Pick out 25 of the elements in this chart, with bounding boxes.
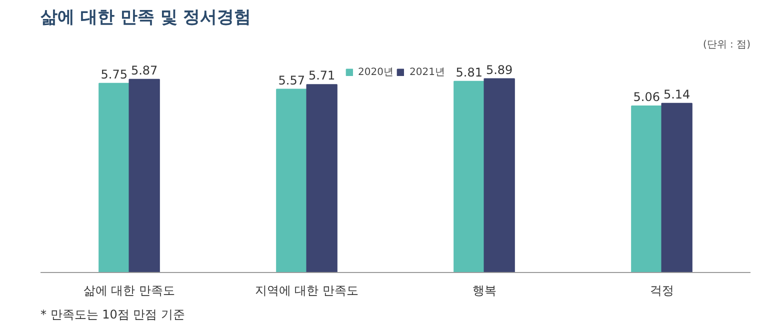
bar [631,106,662,272]
data-label: 5.75 [100,67,128,82]
data-label: 5.14 [663,87,690,102]
bar [276,88,308,272]
data-label: 5.06 [633,90,660,104]
bar [661,102,692,272]
x-tick-label: 삶에 대한 만족도 [83,284,176,298]
data-label: 5.81 [456,65,483,80]
bar [98,82,130,272]
legend-label: 2020년 [358,66,394,79]
legend-label: 2021년 [410,66,445,79]
bar [128,78,160,272]
x-tick-label: 행복 [472,284,496,298]
bar [306,84,338,272]
bar [454,80,485,272]
text: (단위 : 점) [702,40,751,50]
data-label: 5.87 [130,63,158,78]
bar [484,78,515,272]
data-label: 5.89 [486,62,513,77]
data-label: 5.57 [278,73,306,88]
data-label: 5.71 [308,68,336,83]
x-tick-label: 지역에 대한 만족도 [254,284,359,298]
text: * 만족도는 10점 만점 기준 [40,308,186,322]
chart-title: 삶에 대한 만족 및 정서경험 [40,8,252,28]
x-tick-label: 걱정 [650,284,674,298]
